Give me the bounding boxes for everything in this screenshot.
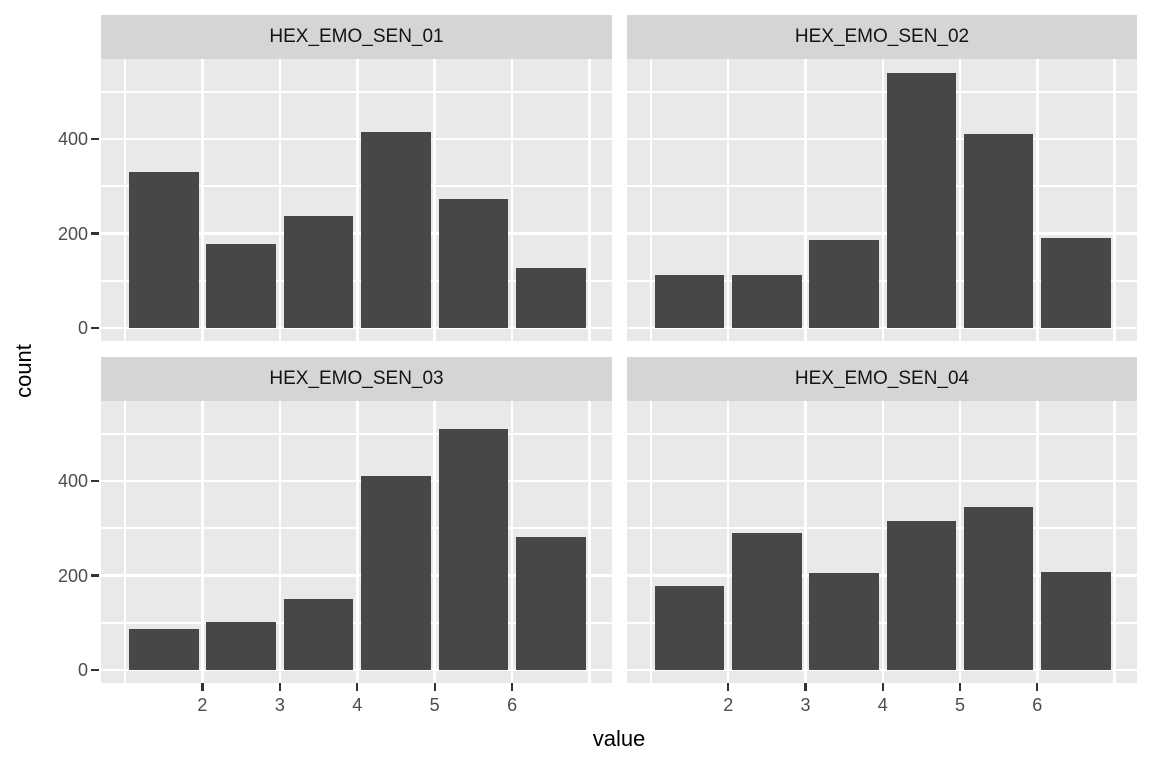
gridline-x [649, 401, 653, 683]
y-tick-label: 0 [77, 318, 88, 339]
gridline-x [881, 401, 885, 683]
histogram-bar [283, 598, 354, 671]
gridline-x [278, 401, 282, 683]
gridline-x [433, 401, 436, 683]
gridline-x [726, 401, 730, 683]
x-tick-mark [727, 683, 730, 691]
gridline-x [881, 59, 885, 341]
facet-strip-label: HEX_EMO_SEN_03 [269, 368, 444, 389]
histogram-bar [1041, 572, 1111, 671]
histogram-bar [438, 199, 509, 329]
x-tick-mark [804, 683, 807, 691]
histogram-bar [283, 216, 354, 329]
gridline-x [804, 59, 807, 341]
facet-panel [627, 59, 1137, 341]
y-tick-label: 0 [77, 660, 88, 681]
x-tick-label: 6 [507, 695, 518, 715]
histogram-bar [732, 274, 802, 329]
x-tick-label: 4 [877, 695, 888, 715]
histogram-bar [206, 244, 276, 329]
facet-strip-label: HEX_EMO_SEN_04 [794, 368, 970, 389]
facet-panel [101, 401, 612, 683]
histogram-bar [128, 172, 199, 329]
histogram-bar [886, 520, 957, 671]
gridline-x [1113, 401, 1116, 683]
y-tick-mark [91, 137, 99, 141]
x-tick-label: 5 [955, 695, 966, 715]
facet-panel [101, 59, 612, 341]
histogram-bar [963, 134, 1034, 329]
x-tick-label: 4 [352, 695, 363, 715]
facet-strip: HEX_EMO_SEN_02 [627, 15, 1137, 59]
x-tick-label: 2 [197, 695, 208, 715]
histogram-bar [654, 586, 725, 671]
y-tick-label: 400 [57, 128, 88, 149]
y-tick-mark [91, 479, 99, 483]
gridline-x [588, 59, 591, 341]
x-tick-mark [1036, 683, 1039, 691]
facet-panel [627, 401, 1137, 683]
histogram-bar [206, 621, 276, 671]
x-tick-label: 5 [429, 695, 440, 715]
x-tick-mark [958, 683, 962, 691]
y-tick-label: 200 [57, 565, 88, 586]
gridline-x [958, 401, 962, 683]
y-tick-mark [91, 574, 99, 577]
x-axis-title: value [592, 726, 646, 751]
x-tick-label: 6 [1032, 695, 1043, 715]
histogram-bar [515, 268, 586, 329]
x-tick-mark [433, 683, 436, 691]
facet-strip: HEX_EMO_SEN_01 [101, 15, 612, 59]
histogram-bar [438, 428, 509, 671]
gridline-x [510, 401, 514, 683]
y-tick-mark [91, 669, 99, 672]
x-tick-mark [511, 683, 514, 691]
histogram-bar [654, 274, 725, 329]
y-tick-mark [91, 327, 99, 330]
gridline-x [1113, 59, 1116, 341]
facet-strip: HEX_EMO_SEN_03 [101, 357, 612, 401]
facet-strip-label: HEX_EMO_SEN_02 [794, 26, 970, 47]
histogram-bar [809, 239, 879, 329]
y-tick-label: 200 [57, 223, 88, 244]
gridline-x [278, 59, 282, 341]
facet-strip-label: HEX_EMO_SEN_01 [269, 26, 444, 47]
histogram-bar [963, 506, 1034, 671]
facet-strip: HEX_EMO_SEN_04 [627, 357, 1137, 401]
gridline-x [1036, 401, 1039, 683]
gridline-x [123, 59, 127, 341]
histogram-bar [1041, 238, 1111, 329]
histogram-bar [361, 475, 431, 671]
x-tick-label: 3 [800, 695, 811, 715]
x-tick-mark [278, 683, 281, 691]
gridline-x [804, 401, 807, 683]
gridline-x [510, 59, 514, 341]
gridline-x [958, 59, 962, 341]
histogram-bar [886, 72, 957, 329]
y-tick-mark [91, 232, 99, 235]
gridline-x [201, 401, 204, 683]
y-axis-title: count [11, 344, 36, 398]
histogram-bar [361, 132, 431, 329]
gridline-x [356, 59, 359, 341]
gridline-x [356, 401, 359, 683]
x-tick-label: 3 [274, 695, 285, 715]
histogram-bar [128, 629, 199, 671]
gridline-x [123, 401, 127, 683]
gridline-x [726, 59, 730, 341]
gridline-x [1036, 59, 1039, 341]
histogram-bar [732, 532, 802, 671]
x-tick-mark [201, 683, 204, 691]
histogram-bar [809, 573, 879, 671]
histogram-bar [515, 537, 586, 671]
y-tick-label: 400 [57, 470, 88, 491]
x-tick-mark [881, 683, 884, 691]
gridline-x [649, 59, 653, 341]
x-tick-mark [356, 683, 359, 691]
gridline-x [433, 59, 436, 341]
gridline-x [588, 401, 591, 683]
gridline-x [201, 59, 204, 341]
x-tick-label: 2 [723, 695, 734, 715]
